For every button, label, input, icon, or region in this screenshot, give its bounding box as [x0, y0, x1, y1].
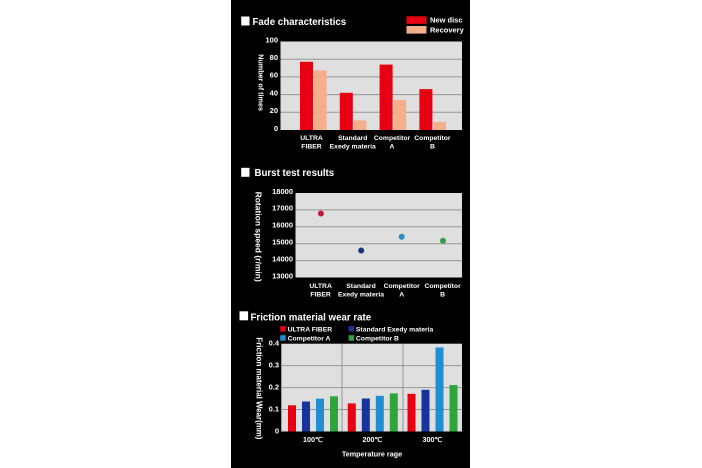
svg-text:100: 100: [265, 35, 278, 44]
svg-text:Recovery: Recovery: [430, 26, 465, 35]
svg-text:Friction material Wear(mm): Friction material Wear(mm): [255, 337, 264, 439]
svg-text:B: B: [440, 292, 445, 299]
svg-text:Rotation speed (r/min): Rotation speed (r/min): [253, 192, 263, 282]
svg-text:Competitor B: Competitor B: [356, 335, 399, 342]
svg-text:ULTRA: ULTRA: [300, 135, 323, 142]
svg-text:17000: 17000: [272, 204, 293, 213]
svg-text:20: 20: [270, 106, 278, 115]
svg-text:60: 60: [270, 71, 278, 80]
svg-text:200℃: 200℃: [362, 435, 382, 444]
svg-text:18000: 18000: [272, 187, 293, 196]
svg-text:FIBER: FIBER: [301, 143, 321, 150]
svg-text:15000: 15000: [272, 238, 293, 247]
svg-text:Exedy materia: Exedy materia: [330, 143, 376, 150]
svg-text:0.3: 0.3: [269, 360, 279, 369]
svg-text:Standard Exedy materia: Standard Exedy materia: [356, 326, 434, 333]
svg-text:300℃: 300℃: [422, 435, 442, 444]
svg-text:Competitor A: Competitor A: [288, 335, 331, 342]
svg-text:100℃: 100℃: [303, 435, 323, 444]
svg-text:Burst test results: Burst test results: [255, 168, 335, 179]
svg-text:FIBER: FIBER: [310, 292, 330, 299]
svg-text:New disc: New disc: [430, 16, 463, 25]
svg-text:Standard: Standard: [338, 135, 367, 142]
svg-text:14000: 14000: [272, 254, 293, 263]
svg-text:A: A: [399, 292, 404, 299]
svg-text:Competitor: Competitor: [414, 135, 451, 142]
svg-text:80: 80: [270, 53, 278, 62]
svg-text:B: B: [430, 143, 435, 150]
svg-text:Competitor: Competitor: [374, 135, 411, 142]
svg-text:ULTRA: ULTRA: [309, 283, 332, 290]
svg-text:0.2: 0.2: [269, 382, 279, 391]
svg-text:Standard: Standard: [346, 283, 375, 290]
svg-text:Fade characteristics: Fade characteristics: [253, 17, 347, 28]
svg-text:Temperature rage: Temperature rage: [342, 450, 402, 459]
svg-text:16000: 16000: [272, 221, 293, 230]
svg-text:Number of times: Number of times: [257, 54, 266, 111]
svg-text:ULTRA FIBER: ULTRA FIBER: [288, 326, 333, 333]
svg-text:0.4: 0.4: [269, 339, 280, 348]
svg-text:0: 0: [275, 426, 279, 435]
svg-text:13000: 13000: [272, 271, 293, 280]
svg-text:0.1: 0.1: [269, 404, 279, 413]
svg-text:0: 0: [274, 124, 278, 133]
svg-text:Competitor: Competitor: [384, 283, 421, 290]
svg-text:40: 40: [270, 88, 278, 97]
svg-text:Exedy materia: Exedy materia: [338, 292, 384, 299]
svg-text:Competitor: Competitor: [424, 283, 461, 290]
svg-text:Friction material wear rate: Friction material wear rate: [251, 313, 372, 324]
svg-text:A: A: [390, 143, 395, 150]
